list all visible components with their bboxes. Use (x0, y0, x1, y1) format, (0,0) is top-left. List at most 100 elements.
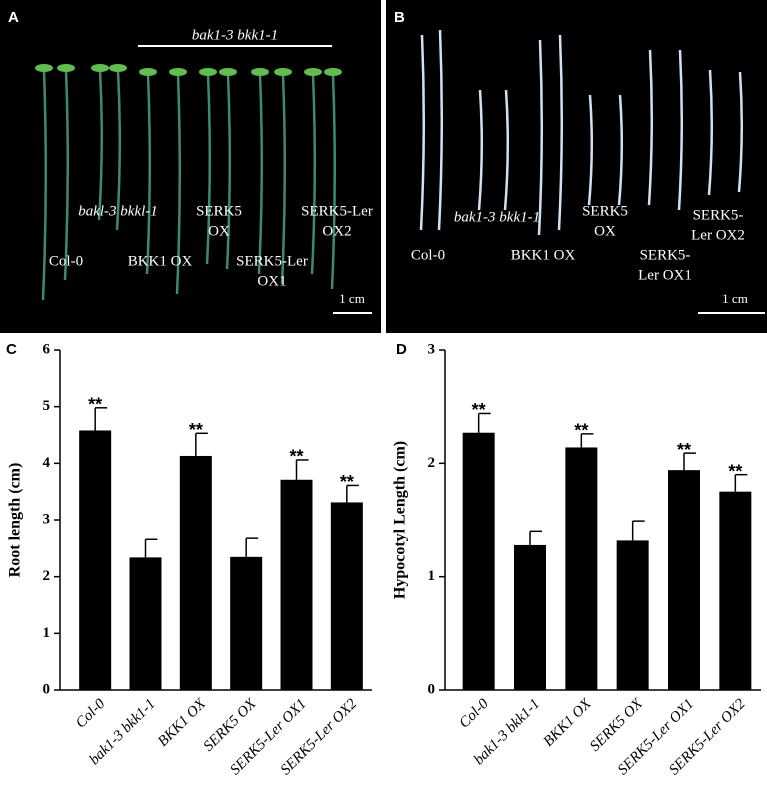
seedling (557, 34, 564, 231)
cotyledon (91, 64, 109, 72)
bar (719, 491, 752, 690)
seedling (677, 49, 684, 211)
cotyledon (109, 64, 127, 72)
group-label: bak1-3 bkk1-1 (192, 27, 278, 43)
bar (330, 502, 363, 690)
photo-background (0, 0, 381, 333)
significance-mark: ** (728, 461, 742, 481)
seedling (587, 94, 594, 206)
photo-label: OX1 (257, 273, 286, 289)
photo-label: Col-0 (49, 253, 83, 269)
significance-mark: ** (574, 421, 588, 441)
panel-label: A (8, 9, 19, 26)
photo-label: SERK5 (196, 203, 242, 219)
y-tick-label: 6 (43, 341, 51, 357)
seedling (330, 73, 337, 290)
seedling (145, 73, 152, 275)
seedling (477, 89, 484, 211)
photo-label: OX (594, 223, 616, 239)
bar (230, 556, 263, 690)
significance-mark: ** (289, 447, 303, 467)
bar (565, 447, 598, 690)
scale-label: 1 cm (722, 291, 748, 306)
photo-label: OX (208, 223, 230, 239)
bar (79, 430, 112, 690)
y-tick-label: 0 (428, 681, 436, 697)
seedling (97, 69, 104, 221)
bar (179, 455, 212, 690)
seedling (419, 34, 426, 231)
bar (129, 557, 162, 690)
seedling (63, 69, 70, 281)
y-tick-label: 3 (43, 511, 51, 527)
photo-label: SERK5-Ler (236, 253, 308, 269)
scale-label: 1 cm (339, 291, 365, 306)
panel-label: B (394, 9, 405, 26)
y-axis-label: Hypocotyl Length (cm) (392, 441, 409, 599)
seedling (647, 49, 654, 206)
y-tick-label: 5 (43, 398, 51, 414)
bar (668, 470, 700, 690)
photo-label: bak1-3 bkk1-1 (454, 209, 540, 225)
cotyledon (57, 64, 75, 72)
significance-mark: ** (189, 420, 203, 440)
panel-label: C (6, 341, 17, 358)
y-tick-label: 4 (43, 455, 51, 471)
seedling (225, 73, 232, 270)
panel-label: D (396, 341, 407, 358)
seedling (280, 73, 287, 285)
photo-label: Col-0 (411, 247, 445, 263)
cotyledon (139, 68, 157, 76)
cotyledon (324, 68, 342, 76)
y-tick-label: 0 (43, 681, 51, 697)
cotyledon (219, 68, 237, 76)
cotyledon (35, 64, 53, 72)
photo-label: Ler OX2 (691, 227, 745, 243)
photo-label: SERK5 (582, 203, 628, 219)
y-tick-label: 1 (43, 625, 51, 641)
cotyledon (274, 68, 292, 76)
cotyledon (304, 68, 322, 76)
photo-label: SERK5- (693, 207, 744, 223)
photo-label: OX2 (322, 223, 351, 239)
photo-label: BKK1 OX (128, 253, 193, 269)
significance-mark: ** (340, 472, 354, 492)
bar (280, 479, 313, 690)
photo-background (386, 0, 767, 333)
cotyledon (169, 68, 187, 76)
significance-mark: ** (88, 395, 102, 415)
seedling (115, 69, 122, 231)
cotyledon (199, 68, 217, 76)
seedling (707, 69, 714, 196)
photo-label: BKK1 OX (511, 247, 576, 263)
seedling (537, 39, 544, 236)
y-tick-label: 1 (428, 568, 436, 584)
photo-label: bakl-3 bkkl-1 (78, 203, 158, 219)
significance-mark: ** (677, 440, 691, 460)
seedling (737, 71, 744, 193)
seedling (437, 29, 444, 231)
seedling (205, 73, 212, 265)
x-tick-label: BKK1 OX (541, 695, 596, 750)
seedling (175, 73, 182, 295)
y-tick-label: 2 (43, 568, 51, 584)
bar (462, 432, 495, 690)
x-tick-label: Col-0 (456, 696, 492, 732)
seedling (503, 89, 510, 211)
cotyledon (251, 68, 269, 76)
seedling (310, 73, 317, 275)
y-tick-label: 3 (428, 341, 436, 357)
photo-label: SERK5- (640, 247, 691, 263)
significance-mark: ** (472, 400, 486, 420)
photo-label: SERK5-Ler (301, 203, 373, 219)
photo-label: Ler OX1 (638, 267, 692, 283)
bar (616, 540, 649, 690)
bar (514, 544, 546, 690)
x-tick-label: Col-0 (73, 696, 109, 732)
seedling (617, 94, 624, 206)
y-tick-label: 2 (428, 455, 436, 471)
y-axis-label: Root length (cm) (7, 463, 24, 578)
seedling (257, 73, 264, 275)
seedling (41, 69, 48, 301)
